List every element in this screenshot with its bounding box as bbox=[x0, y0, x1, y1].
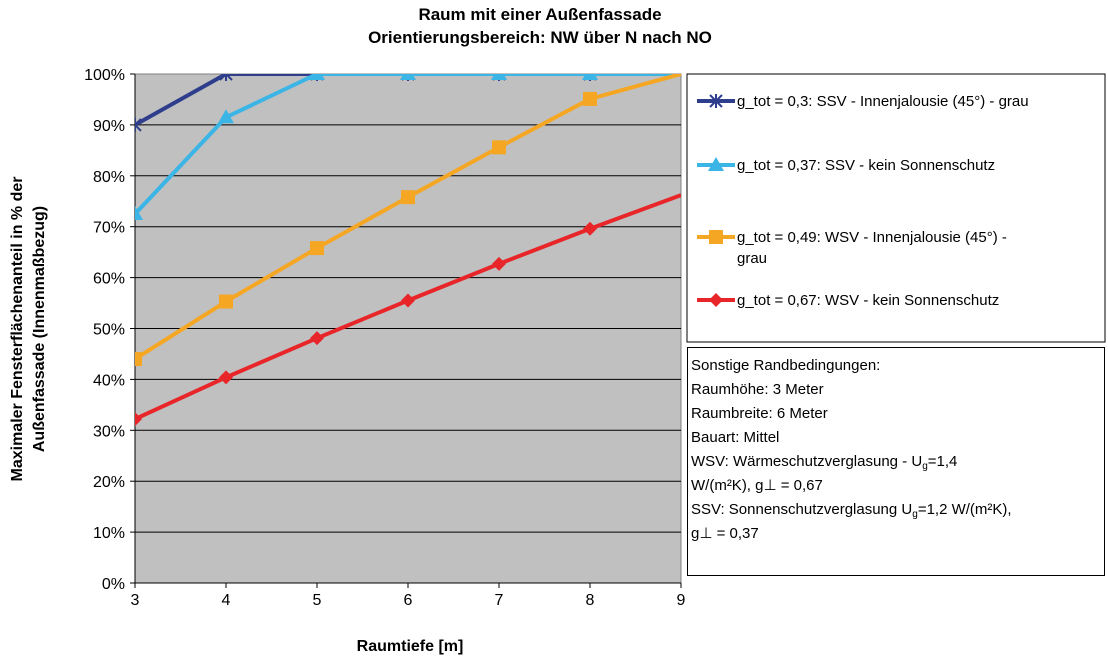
y-tick-label: 70% bbox=[93, 220, 125, 237]
boundary-conditions-box: Sonstige Randbedingungen: Raumhöhe: 3 Me… bbox=[687, 347, 1105, 576]
chart-title: Raum mit einer Außenfassade bbox=[418, 5, 661, 24]
series-layer bbox=[135, 74, 681, 427]
legend-item-series-1: g_tot = 0,3: SSV - Innenjalousie (45°) -… bbox=[697, 93, 1029, 110]
x-tick-label: 6 bbox=[404, 592, 413, 609]
y-tick-label: 80% bbox=[93, 169, 125, 186]
legend-item-series-3: g_tot = 0,49: WSV - Innenjalousie (45°) … bbox=[697, 229, 1007, 267]
legend-label-series-1: g_tot = 0,3: SSV - Innenjalousie (45°) -… bbox=[737, 93, 1029, 110]
data-point bbox=[583, 91, 597, 106]
data-point bbox=[135, 352, 142, 367]
info-wsv-value: =1,4 bbox=[927, 453, 958, 470]
data-point bbox=[582, 74, 598, 80]
info-wsv-subscript: g bbox=[922, 461, 928, 472]
y-axis-title-line2: Außenfassade (Innenmaßbezug) bbox=[31, 206, 48, 452]
series-2 bbox=[135, 74, 681, 220]
data-point bbox=[219, 370, 233, 385]
data-point bbox=[583, 221, 597, 236]
y-axis-ticks: 0% 10% 20% 30% 40% 50% 60% 70% 80% 90% 100% bbox=[84, 67, 136, 593]
data-point bbox=[491, 74, 507, 80]
data-point bbox=[709, 94, 723, 108]
legend-marker bbox=[709, 94, 723, 108]
data-point bbox=[310, 331, 324, 346]
y-tick-label: 90% bbox=[93, 118, 125, 135]
legend-label-series-3-line2: grau bbox=[737, 250, 767, 267]
legend-box bbox=[686, 73, 1106, 343]
legend-label-series-2: g_tot = 0,37: SSV - kein Sonnenschutz bbox=[737, 157, 995, 174]
data-point bbox=[310, 241, 324, 256]
data-point bbox=[401, 190, 415, 205]
data-point bbox=[135, 412, 142, 427]
y-tick-label: 60% bbox=[93, 271, 125, 288]
y-tick-label: 10% bbox=[93, 525, 125, 542]
y-tick-label: 0% bbox=[102, 576, 125, 593]
legend-label-series-4: g_tot = 0,67: WSV - kein Sonnenschutz bbox=[737, 292, 999, 309]
data-point bbox=[219, 294, 233, 309]
x-tick-label: 5 bbox=[313, 592, 322, 609]
data-point bbox=[492, 140, 506, 155]
data-point bbox=[400, 74, 416, 80]
series-3 bbox=[135, 74, 681, 367]
gridlines bbox=[135, 124, 681, 533]
x-tick-label: 8 bbox=[586, 592, 595, 609]
x-tick-label: 9 bbox=[677, 592, 686, 609]
y-axis-title-line1: Maximaler Fensterflächenanteil in % der bbox=[9, 177, 26, 482]
legend-label-series-3-line1: g_tot = 0,49: WSV - Innenjalousie (45°) … bbox=[737, 229, 1007, 246]
y-tick-label: 30% bbox=[93, 423, 125, 440]
info-room-height: Raumhöhe: 3 Meter bbox=[691, 381, 824, 398]
x-axis-ticks: 3 4 5 6 7 8 9 bbox=[131, 582, 686, 609]
info-ssv-value: =1,2 W/(m²K), bbox=[917, 501, 1012, 518]
legend-item-series-2: g_tot = 0,37: SSV - kein Sonnenschutz bbox=[697, 157, 995, 174]
legend-marker bbox=[708, 157, 724, 171]
data-point bbox=[135, 117, 142, 132]
data-point bbox=[135, 205, 143, 220]
info-construction: Bauart: Mittel bbox=[691, 429, 780, 446]
x-axis-title: Raumtiefe [m] bbox=[357, 638, 464, 655]
x-tick-label: 7 bbox=[495, 592, 504, 609]
y-tick-label: 50% bbox=[93, 322, 125, 339]
legend-marker bbox=[709, 230, 723, 244]
info-ssv-text: SSV: Sonnenschutzverglasung U bbox=[691, 501, 913, 518]
series-4 bbox=[135, 193, 681, 427]
series-1-line bbox=[135, 74, 681, 128]
info-ssv-line2: g⊥ = 0,37 bbox=[691, 525, 759, 542]
info-room-width: Raumbreite: 6 Meter bbox=[691, 405, 828, 422]
x-tick-label: 3 bbox=[131, 592, 140, 609]
legend: g_tot = 0,3: SSV - Innenjalousie (45°) -… bbox=[697, 93, 1029, 309]
info-wsv: WSV: Wärmeschutzverglasung - Ug=1,4 bbox=[691, 450, 1101, 474]
y-tick-label: 40% bbox=[93, 372, 125, 389]
data-point bbox=[218, 109, 234, 124]
y-tick-label: 20% bbox=[93, 474, 125, 491]
chart-subtitle: Orientierungsbereich: NW über N nach NO bbox=[368, 28, 712, 47]
info-wsv-line2: W/(m²K), g⊥ = 0,67 bbox=[691, 477, 823, 494]
legend-marker bbox=[709, 293, 723, 307]
data-point bbox=[709, 230, 723, 244]
info-ssv-subscript: g bbox=[912, 509, 918, 520]
data-point bbox=[709, 293, 723, 307]
data-point bbox=[309, 74, 325, 80]
info-heading: Sonstige Randbedingungen: bbox=[691, 357, 881, 374]
data-point bbox=[401, 293, 415, 308]
legend-item-series-4: g_tot = 0,67: WSV - kein Sonnenschutz bbox=[697, 292, 999, 309]
info-ssv: SSV: Sonnenschutzverglasung Ug=1,2 W/(m²… bbox=[691, 498, 1101, 522]
info-wsv-text: WSV: Wärmeschutzverglasung - U bbox=[691, 453, 923, 470]
data-point bbox=[708, 157, 724, 171]
data-point bbox=[219, 74, 233, 81]
x-tick-label: 4 bbox=[222, 592, 231, 609]
data-point bbox=[492, 256, 506, 271]
y-tick-label: 100% bbox=[84, 67, 125, 84]
